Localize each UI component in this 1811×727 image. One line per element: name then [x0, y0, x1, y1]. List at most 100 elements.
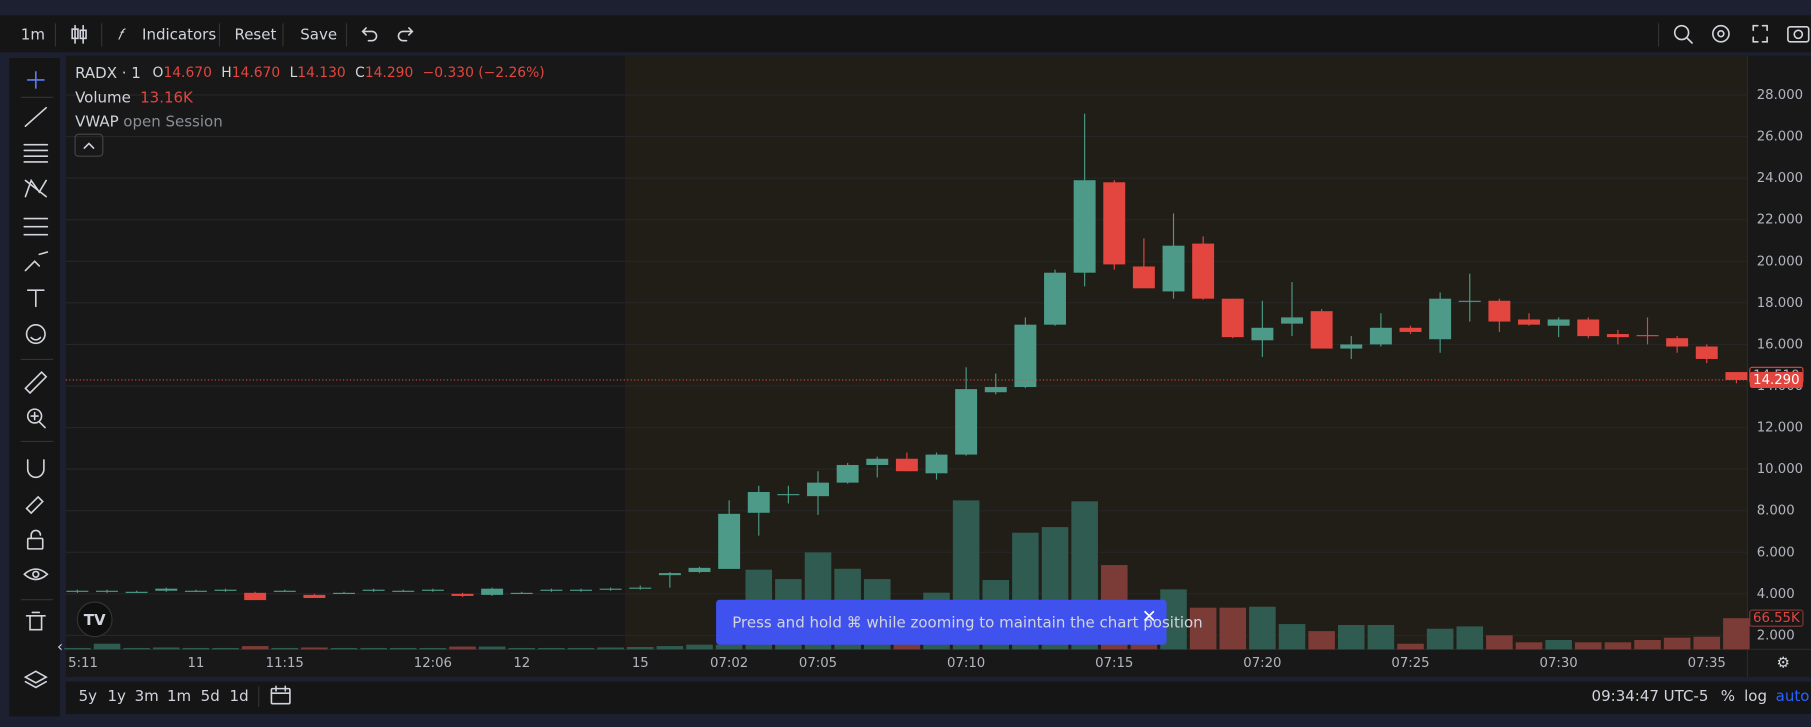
candle-body	[392, 590, 415, 592]
last-price-box	[1749, 371, 1803, 389]
low-value: 14.130	[297, 65, 345, 81]
volume-bar	[1337, 624, 1365, 650]
session-background	[624, 55, 1748, 650]
svg-text:TV: TV	[84, 611, 106, 629]
scale-button[interactable]: %	[1721, 687, 1735, 705]
scale-button[interactable]: log	[1744, 687, 1767, 705]
candle-body	[1310, 311, 1333, 349]
range-button[interactable]: 1d	[230, 687, 249, 705]
candle-body	[984, 387, 1007, 393]
candle-body	[1369, 327, 1392, 345]
y-tick-label: 24.000	[1757, 171, 1803, 186]
candle-body	[451, 593, 474, 596]
axis-settings-icon[interactable]: ⚙	[1777, 654, 1790, 672]
x-tick-label: 07:35	[1688, 656, 1726, 671]
range-button[interactable]: 1m	[167, 687, 191, 705]
left-toolbar	[9, 58, 61, 717]
candle-body	[184, 590, 207, 592]
candle-body	[866, 458, 889, 465]
fx-icon[interactable]: 𝑓	[118, 25, 127, 43]
collapse-button[interactable]	[74, 133, 104, 157]
x-tick-label: 11	[187, 656, 204, 671]
zoom-icon[interactable]	[1673, 24, 1693, 44]
interval-button[interactable]: 1m	[21, 25, 45, 43]
undo-button[interactable]	[361, 27, 378, 42]
candle-body	[1518, 319, 1540, 325]
y-tick-label: 6.000	[1757, 545, 1795, 560]
candle-body	[1399, 327, 1422, 332]
snapshot-icon[interactable]	[1787, 26, 1810, 43]
y-tick-label: 2.000	[1757, 628, 1795, 643]
fullscreen-icon[interactable]	[1752, 24, 1768, 43]
x-tick-label: 07:15	[1095, 656, 1133, 671]
volume-bar	[330, 647, 358, 650]
candle-type-icon[interactable]	[71, 24, 87, 44]
candle-body	[955, 389, 978, 455]
toast-text: Press and hold ⌘ while zooming to mainta…	[732, 613, 1202, 631]
candle-body	[658, 573, 681, 576]
date-range-icon[interactable]	[270, 685, 291, 705]
high-label: H	[221, 65, 231, 81]
range-button[interactable]: 5d	[201, 687, 220, 705]
redo-button[interactable]	[397, 27, 414, 42]
tv-logo[interactable]: TV	[76, 601, 113, 638]
volume-bar	[1219, 607, 1247, 650]
candle-body	[599, 588, 622, 590]
range-buttons: 5y 1y 3m 1m 5d 1d	[79, 687, 249, 705]
toast-close[interactable]	[1143, 610, 1155, 622]
candle-body	[1458, 300, 1481, 302]
candle-body	[1725, 372, 1748, 380]
volume-bar	[1574, 642, 1602, 650]
candle-body	[125, 591, 148, 593]
x-tick-label: 12	[513, 656, 530, 671]
candle-body	[1636, 335, 1659, 337]
save-button[interactable]: Save	[300, 25, 337, 43]
volume-bar	[419, 647, 447, 650]
volume-bar	[212, 647, 239, 650]
x-tick-label: 07:30	[1540, 656, 1578, 671]
volume-bar	[241, 646, 269, 650]
range-button[interactable]: 5y	[79, 687, 98, 705]
volume-bar	[1634, 639, 1661, 650]
x-tick-label: 12:06	[414, 656, 452, 671]
candle-body	[1162, 245, 1185, 292]
y-tick-label: 12.000	[1757, 421, 1803, 436]
volume-bar	[449, 646, 476, 650]
high-value: 14.670	[232, 65, 280, 81]
volume-bar	[389, 647, 417, 650]
volume-bar	[182, 647, 210, 650]
range-button[interactable]: 1y	[107, 687, 126, 705]
drawing-tools[interactable]	[23, 71, 49, 689]
toast	[716, 599, 1167, 645]
candle-body	[1192, 243, 1215, 299]
volume-bar	[1486, 635, 1513, 650]
reset-button[interactable]: Reset	[234, 25, 276, 43]
candle-body	[1073, 180, 1096, 273]
scale-button[interactable]: auto	[1776, 687, 1810, 705]
candle-body	[1221, 298, 1244, 338]
candle-body	[214, 589, 237, 591]
volume-bar	[1663, 637, 1691, 650]
symbol: RADX · 1	[75, 64, 141, 82]
volume-value-label: 66.55K	[1753, 611, 1800, 626]
volume-bar	[123, 647, 150, 650]
volume-bar	[538, 647, 565, 650]
volume-bar	[1604, 642, 1632, 650]
y-tick-label: 10.000	[1757, 462, 1803, 477]
settings-icon[interactable]	[1712, 24, 1730, 43]
clock: 09:34:47 UTC-5	[1592, 687, 1709, 705]
top-toolbar	[0, 15, 1811, 53]
collapse-toolbar[interactable]: ‹	[57, 638, 63, 656]
candle-body	[718, 513, 741, 569]
x-tick-label: 07:25	[1391, 656, 1429, 671]
volume-bar	[1693, 636, 1721, 650]
range-button[interactable]: 3m	[135, 687, 159, 705]
x-tick-label: 07:20	[1243, 656, 1281, 671]
vwap-label: VWAP	[75, 112, 119, 130]
indicators-button[interactable]: Indicators	[142, 25, 216, 43]
volume-bar	[597, 647, 624, 650]
candle-body	[807, 482, 829, 497]
volume-label: Volume	[75, 88, 131, 106]
